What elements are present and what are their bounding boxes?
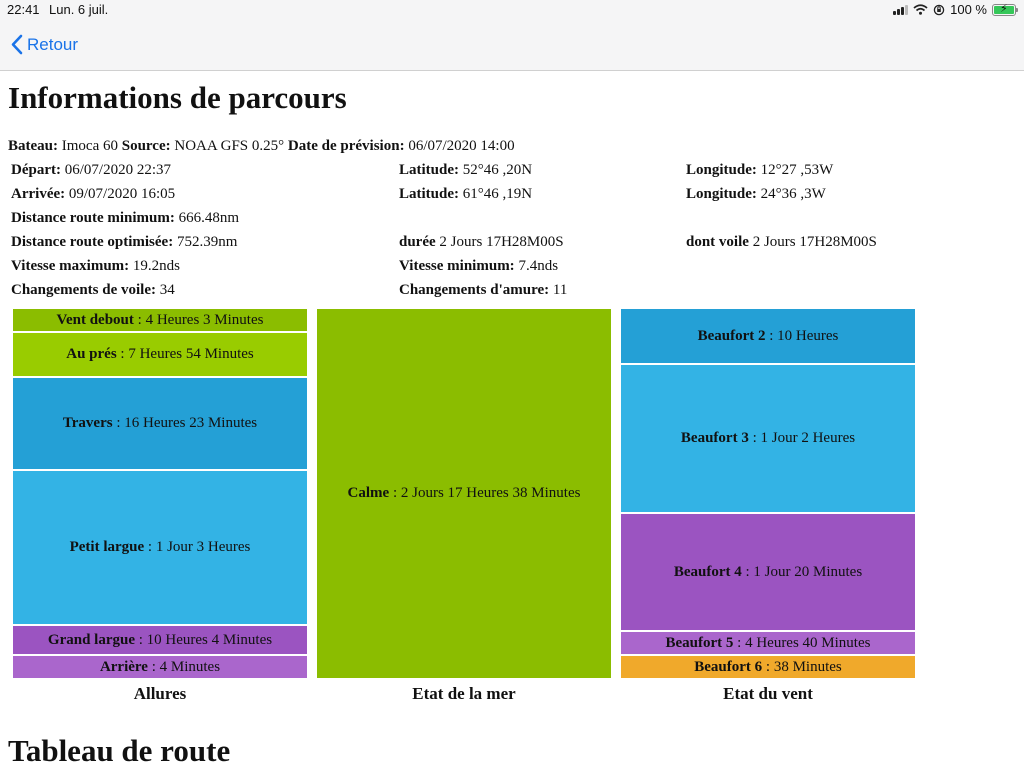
- chevron-left-icon: [11, 34, 23, 55]
- cellular-signal-icon: [893, 4, 909, 15]
- segment-duration: : 1 Jour 3 Heures: [144, 539, 251, 555]
- allure-travers: Travers : 16 Heures 23 Minutes: [12, 377, 308, 470]
- duration-label: durée: [399, 234, 436, 250]
- segment-name: Calme: [347, 485, 390, 501]
- arrival-label: Arrivée:: [11, 186, 66, 202]
- tack-changes-label: Changements d'amure:: [399, 282, 550, 298]
- optimized-distance-value: 752.39nm: [173, 234, 238, 250]
- allure-petit-largue: Petit largue : 1 Jour 3 Heures: [12, 470, 308, 625]
- sea-state-label: Etat de la mer: [412, 684, 516, 703]
- segment-name: Beaufort 3: [680, 430, 749, 446]
- sea-state-calme: Calme : 2 Jours 17 Heures 38 Minutes: [316, 308, 612, 679]
- segment-duration: : 16 Heures 23 Minutes: [112, 415, 258, 431]
- duration-value: 2 Jours 17H28M00S: [435, 234, 564, 250]
- departure-label: Départ:: [11, 162, 61, 178]
- segment-name: Arrière: [99, 658, 148, 675]
- battery-percentage: 100 %: [950, 2, 987, 17]
- sea-state-breakdown: Calme : 2 Jours 17 Heures 38 Minutes: [316, 308, 612, 679]
- departure-longitude-label: Longitude:: [686, 162, 757, 178]
- segment-duration: : 1 Jour 20 Minutes: [741, 563, 863, 580]
- allures-breakdown: Vent debout : 4 Heures 3 Minutes Au prés…: [12, 308, 308, 679]
- departure-latitude-value: 52°46 ,20N: [459, 162, 533, 178]
- wind-beaufort-2: Beaufort 2 : 10 Heures: [620, 308, 916, 364]
- back-button[interactable]: Retour: [10, 34, 78, 55]
- boat-value: Imoca 60: [58, 138, 122, 154]
- segment-duration: : 2 Jours 17 Heures 38 Minutes: [389, 485, 581, 501]
- allure-au-pres: Au prés : 7 Heures 54 Minutes: [12, 332, 308, 377]
- segment-name: Petit largue: [69, 539, 145, 555]
- departure-longitude-value: 12°27 ,53W: [756, 162, 834, 178]
- arrival-value: 09/07/2020 16:05: [65, 186, 176, 202]
- status-date: Lun. 6 juil.: [49, 2, 109, 17]
- arrival-longitude-label: Longitude:: [686, 186, 757, 202]
- status-indicators: 100 % ⚡: [893, 2, 1018, 17]
- max-speed-label: Vitesse maximum:: [11, 258, 130, 274]
- sail-changes-value: 34: [156, 282, 175, 298]
- segment-duration: : 10 Heures 4 Minutes: [135, 631, 273, 648]
- departure-latitude-label: Latitude:: [399, 162, 459, 178]
- segment-name: Grand largue: [47, 631, 135, 648]
- boat-label: Bateau:: [8, 138, 58, 154]
- allure-vent-debout: Vent debout : 4 Heures 3 Minutes: [12, 308, 308, 332]
- min-distance-value: 666.48nm: [174, 210, 240, 226]
- arrival-latitude-label: Latitude:: [399, 186, 459, 202]
- forecast-date-value: 06/07/2020 14:00: [404, 138, 515, 154]
- segment-name: Au prés: [66, 346, 117, 362]
- optimized-distance-label: Distance route optimisée:: [11, 234, 174, 250]
- allures-label: Allures: [133, 684, 187, 703]
- wind-beaufort-5: Beaufort 5 : 4 Heures 40 Minutes: [620, 631, 916, 655]
- arrival-longitude-value: 24°36 ,3W: [756, 186, 826, 202]
- page-title: Informations de parcours: [8, 80, 347, 115]
- back-button-label: Retour: [27, 34, 79, 54]
- segment-duration: : 4 Heures 40 Minutes: [733, 634, 871, 651]
- navigation-bar: Retour: [0, 22, 1024, 71]
- status-time: 22:41: [7, 2, 40, 17]
- sail-duration-label: dont voile: [686, 234, 749, 250]
- wind-beaufort-3: Beaufort 3 : 1 Jour 2 Heures: [620, 364, 916, 513]
- segment-name: Vent debout: [56, 311, 134, 328]
- tack-changes-value: 11: [549, 282, 568, 298]
- segment-name: Travers: [62, 415, 113, 431]
- segment-duration: : 4 Minutes: [147, 658, 221, 675]
- allure-arriere: Arrière : 4 Minutes: [12, 655, 308, 679]
- wind-state-breakdown: Beaufort 2 : 10 Heures Beaufort 3 : 1 Jo…: [620, 308, 916, 679]
- segment-name: Beaufort 4: [673, 563, 742, 580]
- source-value: NOAA GFS 0.25°: [170, 138, 288, 154]
- section-title: Tableau de route: [8, 733, 231, 768]
- min-distance-label: Distance route minimum:: [11, 210, 175, 226]
- forecast-meta: Bateau: Imoca 60 Source: NOAA GFS 0.25° …: [8, 138, 515, 155]
- segment-duration: : 38 Minutes: [762, 658, 842, 675]
- segment-duration: : 4 Heures 3 Minutes: [133, 311, 264, 328]
- allure-grand-largue: Grand largue : 10 Heures 4 Minutes: [12, 625, 308, 655]
- battery-charging-icon: ⚡: [992, 3, 1018, 16]
- forecast-date-label: Date de prévision:: [287, 138, 405, 154]
- min-speed-value: 7.4nds: [514, 258, 559, 274]
- sail-changes-label: Changements de voile:: [11, 282, 156, 298]
- max-speed-value: 19.2nds: [129, 258, 181, 274]
- departure-value: 06/07/2020 22:37: [60, 162, 171, 178]
- status-bar: 22:41 Lun. 6 juil. 100 % ⚡: [0, 0, 1024, 22]
- arrival-latitude-value: 61°46 ,19N: [459, 186, 533, 202]
- wind-beaufort-4: Beaufort 4 : 1 Jour 20 Minutes: [620, 513, 916, 631]
- segment-duration: : 1 Jour 2 Heures: [748, 430, 856, 446]
- segment-name: Beaufort 2: [697, 327, 766, 344]
- wind-beaufort-6: Beaufort 6 : 38 Minutes: [620, 655, 916, 679]
- wifi-icon: [913, 4, 928, 15]
- wind-state-label: Etat du vent: [723, 684, 813, 703]
- segment-name: Beaufort 6: [694, 658, 763, 675]
- source-label: Source:: [121, 138, 171, 154]
- min-speed-label: Vitesse minimum:: [399, 258, 515, 274]
- segment-name: Beaufort 5: [665, 634, 734, 651]
- sail-duration-value: 2 Jours 17H28M00S: [748, 234, 877, 250]
- segment-duration: : 10 Heures: [765, 327, 839, 344]
- segment-duration: : 7 Heures 54 Minutes: [116, 346, 254, 362]
- orientation-lock-icon: [933, 4, 945, 15]
